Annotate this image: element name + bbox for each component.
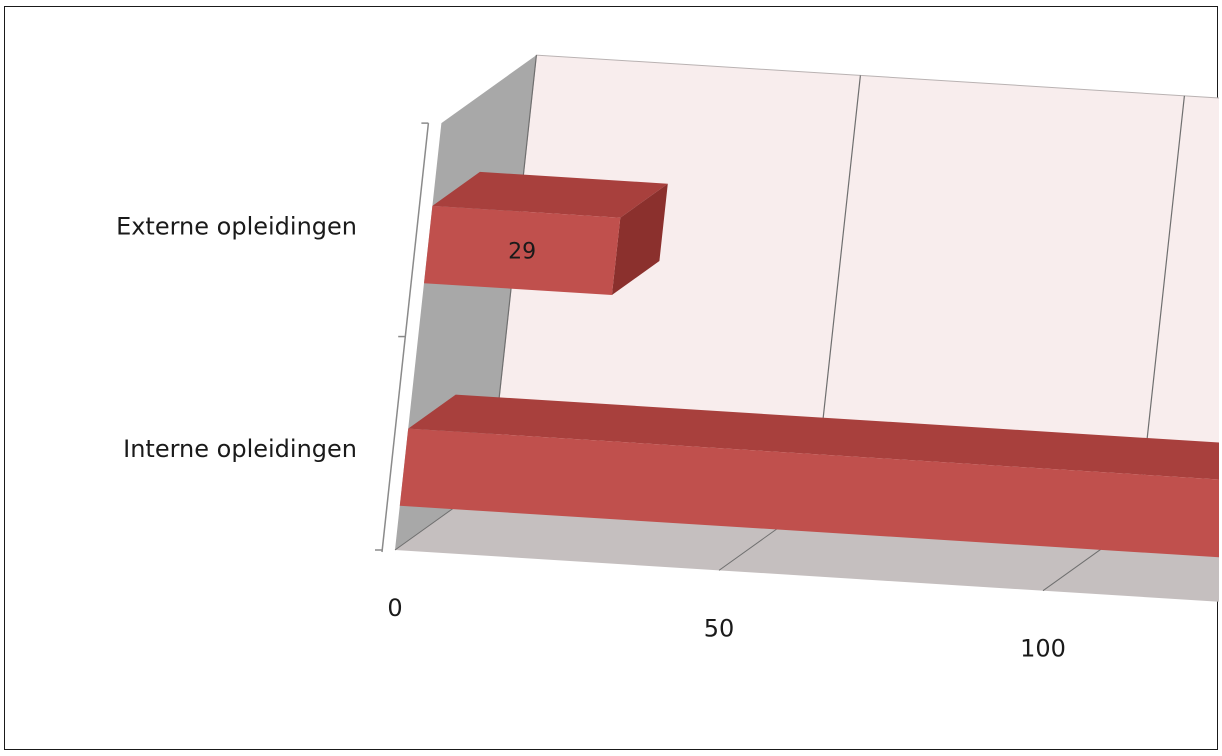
bar-externe xyxy=(424,171,668,295)
data-label-externe: 29 xyxy=(508,239,536,264)
category-axis-line xyxy=(381,123,430,553)
bar-interne-top xyxy=(408,394,1219,480)
x-tick-label-0: 0 xyxy=(387,594,402,622)
category-axis xyxy=(375,122,430,553)
bar-externe-front xyxy=(424,205,621,295)
category-label-externe: Externe opleidingen xyxy=(116,213,357,241)
bar-externe-side xyxy=(611,183,668,295)
labels: Externe opleidingen Interne opleidingen … xyxy=(116,213,1066,663)
x-tick-label-100: 100 xyxy=(1020,635,1066,663)
bar-chart-3d: Externe opleidingen Interne opleidingen … xyxy=(116,54,1219,663)
category-label-interne: Interne opleidingen xyxy=(123,435,357,463)
bar-interne-front xyxy=(399,428,1219,558)
bars xyxy=(399,171,1219,558)
bar-externe-top xyxy=(432,171,668,218)
chart-frame: Externe opleidingen Interne opleidingen … xyxy=(4,6,1219,750)
bar-interne xyxy=(399,394,1219,558)
x-tick-label-50: 50 xyxy=(704,614,735,642)
